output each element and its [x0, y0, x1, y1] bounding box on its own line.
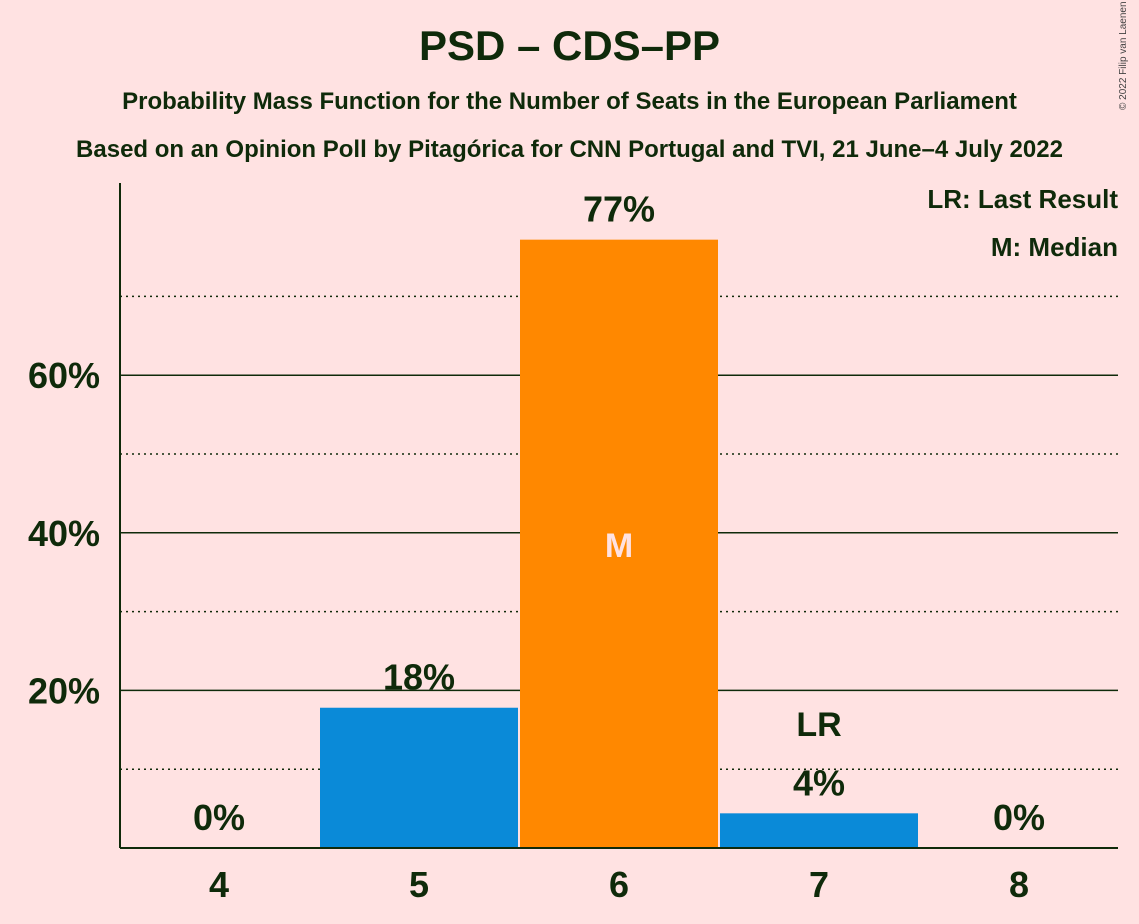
x-tick-label-6: 6 [609, 864, 629, 905]
value-label-4: 0% [193, 797, 245, 838]
value-label-6: 77% [583, 189, 655, 230]
value-label-7: 4% [793, 762, 845, 803]
value-label-5: 18% [383, 657, 455, 698]
bars [320, 239, 918, 848]
x-tick-label-8: 8 [1009, 864, 1029, 905]
legend-last-result: LR: Last Result [927, 184, 1118, 214]
bar-6 [520, 239, 718, 848]
labels: 20% 40% 60% 0% 4 18% 5 77% 6 M 4% 7 LR 0% 8 [28, 189, 1045, 905]
y-tick-label: 40% [28, 513, 100, 554]
bar-5 [320, 707, 518, 848]
chart-subtitle: Probability Mass Function for the Number… [122, 88, 1017, 115]
y-tick-label: 60% [28, 355, 100, 396]
x-tick-label-7: 7 [809, 864, 829, 905]
chart-title: PSD – CDS–PP [418, 22, 721, 69]
median-marker: M [605, 527, 633, 565]
x-tick-label-4: 4 [209, 864, 229, 905]
y-tick-label: 20% [28, 670, 100, 711]
value-label-8: 0% [993, 797, 1045, 838]
bar-7 [720, 813, 918, 848]
x-tick-label-5: 5 [409, 864, 429, 905]
last-result-marker: LR [796, 706, 841, 744]
legend-median: M: Median [990, 232, 1118, 262]
axes [119, 183, 1118, 849]
chart-source: Based on an Opinion Poll by Pitagórica f… [76, 136, 1063, 163]
